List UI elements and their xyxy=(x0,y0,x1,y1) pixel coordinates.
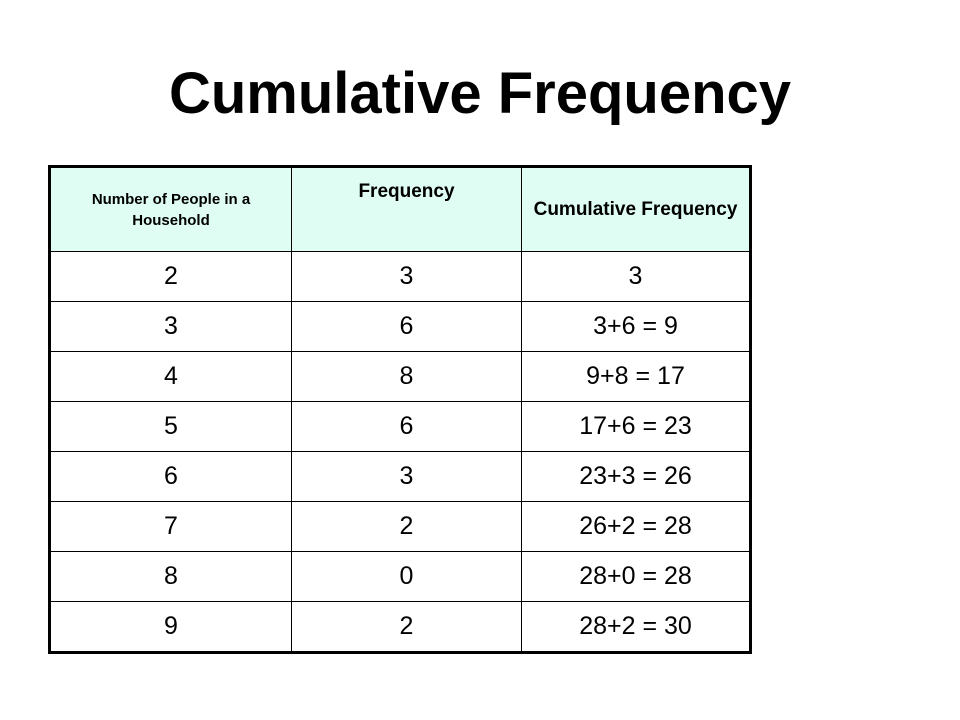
cell-household-size: 5 xyxy=(49,401,292,452)
table-header: Number of People in a Household Frequenc… xyxy=(49,166,751,252)
cell-household-size: 4 xyxy=(49,351,292,402)
cell-cumulative-frequency: 3 xyxy=(521,251,751,302)
header-cumulative-frequency: Cumulative Frequency xyxy=(521,166,751,252)
cell-household-size: 9 xyxy=(49,601,292,653)
table-row: 3 6 3+6 = 9 xyxy=(49,301,751,352)
table-row: 4 8 9+8 = 17 xyxy=(49,351,751,402)
table-row: 7 2 26+2 = 28 xyxy=(49,501,751,552)
cell-cumulative-frequency: 26+2 = 28 xyxy=(521,501,751,552)
cell-frequency: 6 xyxy=(291,301,522,352)
table-row: 9 2 28+2 = 30 xyxy=(49,601,751,653)
cell-cumulative-frequency: 28+0 = 28 xyxy=(521,551,751,602)
header-row: Number of People in a Household Frequenc… xyxy=(49,166,751,252)
cell-household-size: 8 xyxy=(49,551,292,602)
table-row: 5 6 17+6 = 23 xyxy=(49,401,751,452)
cell-frequency: 2 xyxy=(291,601,522,653)
page-title: Cumulative Frequency xyxy=(168,61,792,126)
cell-frequency: 0 xyxy=(291,551,522,602)
cell-frequency: 3 xyxy=(291,451,522,502)
cumulative-frequency-table: Number of People in a Household Frequenc… xyxy=(48,165,752,654)
table-body: 2 3 3 3 6 3+6 = 9 4 8 9+8 = 17 5 6 17+6 … xyxy=(49,251,751,653)
table-row: 8 0 28+0 = 28 xyxy=(49,551,751,602)
cell-cumulative-frequency: 9+8 = 17 xyxy=(521,351,751,402)
table-row: 2 3 3 xyxy=(49,251,751,302)
cell-frequency: 6 xyxy=(291,401,522,452)
cell-cumulative-frequency: 3+6 = 9 xyxy=(521,301,751,352)
cell-frequency: 2 xyxy=(291,501,522,552)
cell-frequency: 3 xyxy=(291,251,522,302)
cell-cumulative-frequency: 17+6 = 23 xyxy=(521,401,751,452)
cell-cumulative-frequency: 28+2 = 30 xyxy=(521,601,751,653)
cell-household-size: 3 xyxy=(49,301,292,352)
cell-household-size: 2 xyxy=(49,251,292,302)
cell-household-size: 6 xyxy=(49,451,292,502)
table-row: 6 3 23+3 = 26 xyxy=(49,451,751,502)
cell-frequency: 8 xyxy=(291,351,522,402)
cell-household-size: 7 xyxy=(49,501,292,552)
header-frequency: Frequency xyxy=(291,166,522,252)
header-household-size: Number of People in a Household xyxy=(49,166,292,252)
cell-cumulative-frequency: 23+3 = 26 xyxy=(521,451,751,502)
